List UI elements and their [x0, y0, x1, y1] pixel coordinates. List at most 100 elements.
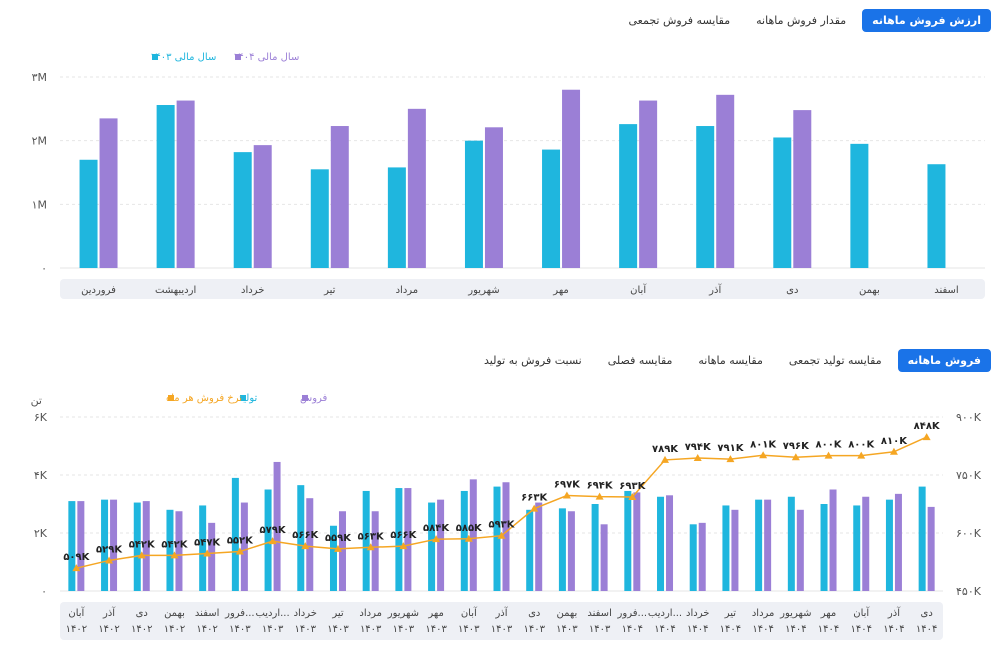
y-left-tick-label: ۰ [41, 585, 47, 598]
sales-rate-point [661, 455, 670, 463]
tab-monthly-sales-value[interactable]: ارزش فروش ماهانه [862, 9, 991, 32]
bar-sales [796, 509, 804, 591]
sales-rate-data-label: ۵۴۲K [129, 539, 156, 550]
sales-rate-point [432, 535, 441, 543]
sales-rate-data-label: ۶۹۴K [587, 481, 614, 492]
bar-1404 [639, 100, 658, 268]
sales-rate-data-label: ۷۹۴K [685, 442, 712, 453]
x-category-month-label: مهر [427, 608, 443, 619]
tab-seasonal-comparison[interactable]: مقایسه فصلی [607, 354, 673, 367]
bar-sales [77, 501, 85, 591]
bar-1403 [619, 124, 638, 268]
x-category-year-label: ۱۴۰۳ [229, 624, 251, 635]
y-left-tick-label: ۲K [34, 527, 48, 540]
y-axis-unit-label: تن [31, 394, 42, 407]
x-category-month-label: تیر [331, 608, 344, 619]
x-category-month-label: بهمن [164, 608, 185, 619]
bar-1404 [716, 94, 735, 269]
x-category-month-label: خرداد [686, 608, 709, 619]
x-category-year-label: ۱۴۰۴ [654, 624, 675, 635]
x-category-year-label: ۱۴۰۳ [556, 624, 578, 635]
bar-sales [535, 502, 543, 591]
sales-rate-data-label: ۷۹۶K [783, 441, 810, 452]
x-category-month-label: آذر [494, 606, 508, 619]
x-category-month-label: فرور... [617, 608, 648, 619]
tab-monthly-sales[interactable]: فروش ماهانه [897, 349, 991, 372]
bar-production [558, 508, 566, 591]
bar-1403 [310, 169, 329, 268]
bar-1404 [484, 127, 503, 269]
x-category-year-label: ۱۴۰۳ [491, 624, 513, 635]
legend-swatch [235, 54, 241, 60]
sales-rate-data-label: ۸۰۰K [848, 440, 875, 451]
x-category-year-label: ۱۴۰۳ [295, 624, 317, 635]
x-category-year-label: ۱۴۰۲ [164, 624, 185, 635]
x-category-year-label: ۱۴۰۴ [818, 624, 839, 635]
sales-rate-data-label: ۵۵۹K [325, 533, 352, 544]
tab-monthly-sales-amount[interactable]: مقدار فروش ماهانه [756, 14, 847, 27]
x-category-label: فروردین [81, 285, 116, 296]
bar-production [264, 489, 272, 591]
y-left-tick-label: ۴K [34, 469, 48, 482]
x-category-label: آبان [630, 283, 647, 296]
bar-production [199, 505, 207, 591]
bar-production [460, 490, 468, 591]
bar-1403 [387, 167, 406, 268]
bar-1403 [464, 140, 483, 268]
bar-production [428, 502, 436, 591]
bar-sales [600, 524, 608, 591]
sales-rate-data-label: ۵۸۵K [456, 523, 483, 534]
sales-rate-data-label: ۸۰۰K [816, 440, 843, 451]
sales-rate-point [366, 543, 375, 551]
x-category-year-label: ۱۴۰۳ [360, 624, 382, 635]
bar-production [493, 486, 501, 591]
sales-rate-data-label: ۵۶۶K [390, 530, 417, 541]
bar-1403 [850, 143, 869, 268]
sales-rate-data-label: ۵۰۹K [63, 552, 90, 563]
bar-production [820, 504, 828, 591]
sales-rate-point [759, 451, 768, 459]
sales-rate-point [203, 549, 212, 557]
x-category-year-label: ۱۴۰۲ [66, 624, 87, 635]
sales-rate-data-label: ۵۶۶K [292, 530, 319, 541]
sales-rate-data-label: ۷۸۹K [652, 444, 679, 455]
bar-1403 [696, 126, 715, 268]
x-category-year-label: ۱۴۰۳ [425, 624, 447, 635]
bar-1403 [542, 149, 561, 268]
sales-rate-data-label: ۵۸۴K [423, 523, 450, 534]
x-category-year-label: ۱۴۰۳ [589, 624, 611, 635]
x-category-label: شهریور [467, 285, 499, 296]
bar-sales [208, 522, 216, 591]
sales-rate-data-label: ۶۶۳K [521, 493, 548, 504]
bar-production [362, 490, 370, 591]
x-category-year-label: ۱۴۰۴ [785, 624, 806, 635]
legend-swatch [168, 395, 174, 401]
tab-cumulative-production[interactable]: مقایسه تولید تجمعی [788, 354, 882, 367]
tab-monthly-comparison[interactable]: مقایسه ماهانه [698, 354, 763, 367]
bar-production [297, 485, 305, 591]
y-tick-label: ۱M [32, 198, 47, 211]
bar-sales [306, 498, 314, 591]
legend-label: فروش [300, 393, 328, 404]
x-category-year-label: ۱۴۰۲ [98, 624, 119, 635]
sales-rate-data-label: ۵۶۳K [358, 531, 385, 542]
bar-1403 [156, 105, 175, 268]
bar-production [722, 505, 730, 591]
y-tick-label: ۳M [32, 71, 47, 84]
tab-cumulative-sales[interactable]: مقایسه فروش تجمعی [628, 14, 731, 27]
bar-1404 [793, 110, 812, 269]
bar-production [689, 524, 697, 591]
sales-rate-point [170, 551, 179, 559]
x-category-month-label: فرور... [224, 608, 255, 619]
sales-rate-data-label: ۵۴۷K [194, 537, 221, 548]
bar-1403 [927, 164, 946, 268]
sales-rate-data-label: ۸۱۰K [881, 436, 908, 447]
sales-rate-point [497, 531, 506, 539]
x-category-label: تیر [323, 285, 336, 296]
bar-sales [502, 482, 510, 591]
tab-sales-production-ratio[interactable]: نسبت فروش به تولید [484, 354, 582, 367]
x-category-month-label: بهمن [557, 608, 578, 619]
sales-rate-point [530, 504, 539, 512]
bar-production [329, 525, 337, 591]
